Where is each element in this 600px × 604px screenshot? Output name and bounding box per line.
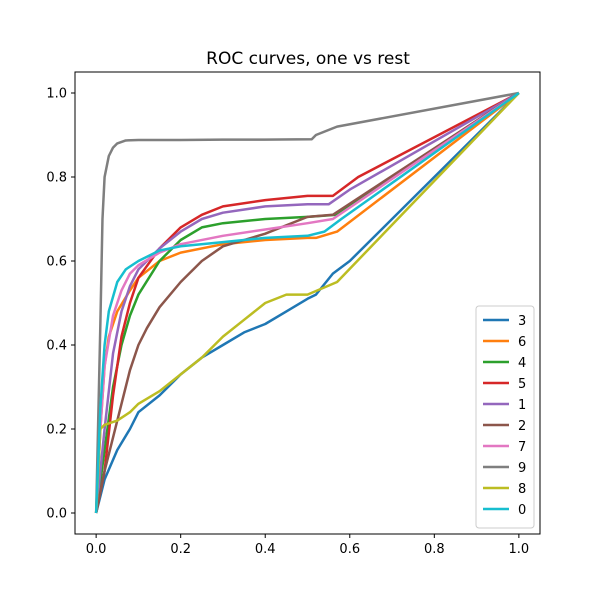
- legend-label-1: 1: [518, 398, 526, 413]
- x-tick-label: 0.2: [170, 542, 191, 557]
- y-tick-label: 0.2: [46, 423, 67, 438]
- y-tick-label: 0.0: [46, 507, 67, 522]
- chart-title: ROC curves, one vs rest: [206, 49, 410, 69]
- x-axis: 0.0 0.2 0.4 0.6 0.8 1.0: [86, 534, 529, 557]
- y-tick-label: 1.0: [46, 87, 67, 102]
- legend-label-0: 0: [518, 503, 526, 518]
- series-line-7: [94, 91, 520, 514]
- series-line-1: [94, 91, 520, 514]
- x-tick-label: 0.8: [424, 542, 445, 557]
- legend-label-8: 8: [518, 482, 526, 497]
- series-line-0: [94, 91, 520, 514]
- legend-label-6: 6: [518, 335, 526, 350]
- legend-label-3: 3: [518, 314, 526, 329]
- y-tick-label: 0.8: [46, 171, 67, 186]
- x-tick-label: 0.0: [86, 542, 107, 557]
- series-line-8: [94, 92, 520, 514]
- y-tick-label: 0.6: [46, 255, 67, 270]
- x-tick-label: 1.0: [509, 542, 530, 557]
- curves-layer: [94, 91, 520, 514]
- series-line-2: [94, 91, 520, 514]
- y-axis: 0.0 0.2 0.4 0.6 0.8 1.0: [46, 87, 75, 522]
- legend-label-4: 4: [518, 356, 526, 371]
- legend: 3 6 4 5 1 2 7 9 8 0: [475, 305, 535, 529]
- legend-label-7: 7: [518, 440, 526, 455]
- series-line-3: [94, 92, 520, 514]
- series-line-9: [94, 91, 520, 514]
- y-tick-label: 0.4: [46, 339, 67, 354]
- legend-label-2: 2: [518, 419, 526, 434]
- x-tick-label: 0.4: [255, 542, 276, 557]
- x-tick-label: 0.6: [339, 542, 360, 557]
- legend-label-5: 5: [518, 377, 526, 392]
- plot-frame: [74, 71, 541, 535]
- legend-label-9: 9: [518, 461, 526, 476]
- series-line-5: [94, 91, 520, 514]
